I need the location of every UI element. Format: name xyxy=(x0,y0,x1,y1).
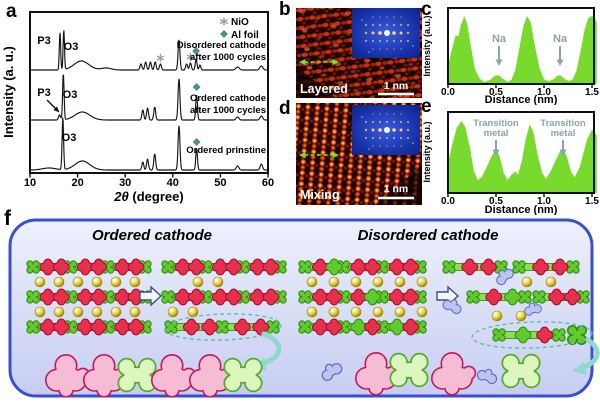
schematic-shapes xyxy=(26,258,600,398)
tem-mixing-label: Mixing xyxy=(300,188,340,202)
panel-letter-a: a xyxy=(6,1,17,22)
tick-0.0: 0.0 xyxy=(441,196,455,207)
tm-annotation-1-line1: Transition xyxy=(473,118,519,129)
na-arrowhead-1 xyxy=(495,59,503,66)
panel-letter-e: e xyxy=(421,96,432,117)
crystal-edge-shadow xyxy=(296,66,336,98)
panel-letter-c: c xyxy=(421,0,432,20)
tick-1.0: 1.0 xyxy=(537,87,551,98)
xrd-x-axis-label: 2θ (degree) xyxy=(113,189,183,204)
profile-frame xyxy=(447,111,595,194)
tm-annotation-2-line2: metal xyxy=(551,128,576,139)
na-annotation-1: Na xyxy=(492,33,507,45)
crystal-edge-shadow xyxy=(376,165,422,205)
profile-area xyxy=(448,121,597,193)
curve-label-disordered-2: after 1000 cycles xyxy=(190,52,266,63)
xrd-tick-60: 60 xyxy=(262,177,274,189)
fft-inset xyxy=(352,8,420,58)
peak-label-p3-mid: P3 xyxy=(37,87,50,99)
curve-label-ordered-1: Ordered cathode xyxy=(190,93,266,104)
xrd-curves xyxy=(29,30,269,171)
tem-layered-image: Layered 1 nm xyxy=(296,8,422,98)
profile-y-label: Intensity (a.u.) xyxy=(422,15,432,76)
xrd-tick-10: 10 xyxy=(24,177,36,189)
tick-1.0: 1.0 xyxy=(537,196,551,207)
peak-label-p3-top: P3 xyxy=(37,35,50,47)
panel-letter-b: b xyxy=(279,0,291,20)
profile-frame xyxy=(447,7,595,85)
xrd-y-axis-label: Intensity (a. u.) xyxy=(1,46,16,138)
fft-inset xyxy=(352,105,420,155)
profile-y-label: Intensity (a.u.) xyxy=(422,121,432,182)
xrd-tick-40: 40 xyxy=(167,177,179,189)
xrd-tick-30: 30 xyxy=(119,177,131,189)
panel-letter-f: f xyxy=(4,207,11,230)
tem-layered-label: Layered xyxy=(300,82,348,96)
tm-annotation-2-line1: Transition xyxy=(540,118,586,129)
peak-label-o3-mid: O3 xyxy=(63,89,78,101)
legend-nio-label: NiO xyxy=(231,17,249,28)
curve-label-disordered-1: Disordered cathode xyxy=(177,40,266,51)
na-arrowhead-2 xyxy=(556,59,564,66)
profile-layered-chart: Intensity (a.u.) Distance (nm) 0.0 0.5 1… xyxy=(422,7,599,105)
panel-letter-d: d xyxy=(279,98,291,119)
xrd-plot-frame xyxy=(29,11,269,174)
profile-x-label: Distance (nm) xyxy=(485,94,558,105)
curve-label-pristine: Ordered prinstine xyxy=(186,145,266,156)
ordered-cathode-title: Ordered cathode xyxy=(92,227,212,244)
na-annotation-2: Na xyxy=(553,33,568,45)
tick-0.5: 0.5 xyxy=(489,87,503,98)
nio-asterisk-icon xyxy=(219,17,229,26)
scale-bar-label: 1 nm xyxy=(384,183,409,195)
profile-x-label: Distance (nm) xyxy=(485,204,558,215)
profile-mixing-chart: Intensity (a.u.) Distance (nm) 0.0 0.5 1… xyxy=(422,111,599,215)
xrd-phase-markers xyxy=(156,47,201,146)
xrd-legend: NiO Al foil xyxy=(219,17,259,41)
tm-arrowhead-2 xyxy=(559,149,567,156)
tick-1.5: 1.5 xyxy=(585,196,599,207)
tick-0.5: 0.5 xyxy=(489,196,503,207)
curve-label-ordered-2: after 1000 cycles xyxy=(190,105,266,116)
tm-annotation-1-line2: metal xyxy=(484,128,509,139)
peak-label-o3-top: O3 xyxy=(64,41,79,53)
xrd-tick-50: 50 xyxy=(214,177,226,189)
tick-1.5: 1.5 xyxy=(585,87,599,98)
profile-area xyxy=(448,16,597,84)
tick-0.0: 0.0 xyxy=(441,87,455,98)
lattice-direction-arrow-icon xyxy=(299,152,339,158)
peak-label-o3-bottom: O3 xyxy=(62,132,77,144)
xrd-tick-20: 20 xyxy=(71,177,83,189)
p3-annotation-arrowhead xyxy=(53,106,60,113)
legend-al-foil-label: Al foil xyxy=(231,30,259,41)
scale-bar-label: 1 nm xyxy=(384,80,409,92)
lattice-direction-arrow-icon xyxy=(299,59,339,65)
xrd-chart: Intensity (a. u.) 2θ (degree) 10 20 30 4… xyxy=(1,11,274,204)
disordered-cathode-title: Disordered cathode xyxy=(358,227,499,244)
tem-mixing-image: Mixing 1 nm xyxy=(296,103,422,205)
cathode-schematic: Ordered cathode Disordered cathode xyxy=(8,218,600,398)
al-foil-diamond-icon xyxy=(220,30,228,38)
tm-arrowhead-1 xyxy=(492,149,500,156)
